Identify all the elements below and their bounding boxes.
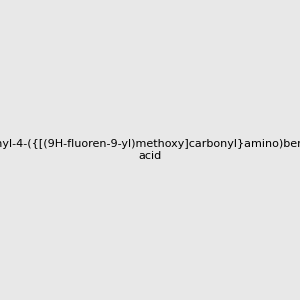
Text: 3-ethyl-4-({[(9H-fluoren-9-yl)methoxy]carbonyl}amino)benzoic acid: 3-ethyl-4-({[(9H-fluoren-9-yl)methoxy]ca…	[0, 139, 300, 161]
